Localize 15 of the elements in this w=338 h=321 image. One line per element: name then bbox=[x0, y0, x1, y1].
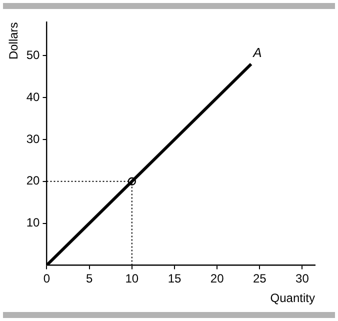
y-tick-label: 10 bbox=[26, 216, 40, 230]
annotation: A bbox=[252, 45, 262, 60]
x-tick-label: 10 bbox=[125, 272, 139, 286]
x-tick-label: 25 bbox=[252, 272, 267, 286]
y-tick-label: 40 bbox=[26, 90, 40, 104]
y-tick-label: 30 bbox=[26, 132, 40, 146]
x-axis-title: Quantity bbox=[270, 291, 315, 306]
y-tick-label: 20 bbox=[26, 174, 40, 188]
x-tick-label: 30 bbox=[296, 272, 310, 286]
x-tick-label: 0 bbox=[43, 272, 50, 286]
x-tick-label: 15 bbox=[168, 272, 182, 286]
y-axis-title: Dollars bbox=[6, 22, 21, 60]
x-tick-label: 20 bbox=[210, 272, 224, 286]
y-tick-label: 50 bbox=[26, 48, 40, 62]
x-tick-label: 5 bbox=[86, 272, 93, 286]
